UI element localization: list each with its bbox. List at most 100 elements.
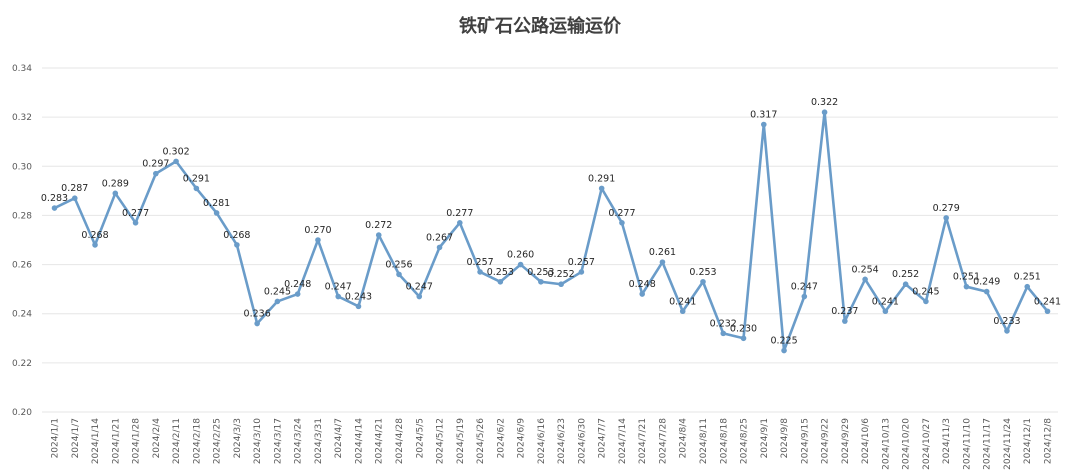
data-label: 0.256 (385, 259, 412, 270)
x-tick-label: 2024/10/27 (922, 418, 932, 470)
data-point (477, 269, 483, 275)
x-tick-label: 2024/6/9 (517, 418, 527, 459)
x-tick-label: 2024/1/14 (91, 418, 101, 464)
data-label: 0.247 (406, 282, 433, 293)
x-tick-label: 2024/1/1 (51, 418, 61, 458)
data-label: 0.277 (446, 208, 473, 219)
x-tick-label: 2024/2/11 (172, 418, 182, 464)
x-tick-label: 2024/9/15 (800, 418, 810, 464)
data-point (781, 347, 787, 354)
data-point (153, 170, 159, 177)
data-label: 0.257 (466, 257, 493, 268)
x-tick-label: 2024/11/24 (1003, 418, 1013, 470)
data-point (71, 195, 78, 202)
data-point (457, 220, 463, 226)
y-tick-label: 0.30 (12, 162, 32, 172)
y-axis-ticks: 0.20 0.22 0.24 0.26 0.28 0.30 0.32 0.34 (12, 64, 32, 418)
data-point (51, 205, 58, 211)
data-label: 0.267 (426, 232, 453, 243)
y-tick-label: 0.32 (12, 113, 32, 123)
data-label: 0.257 (568, 257, 595, 268)
x-tick-label: 2024/11/17 (983, 418, 993, 470)
data-point (943, 215, 949, 221)
data-point (274, 298, 281, 305)
x-axis-ticks: 2024/1/1 2024/1/7 2024/1/14 2024/1/21 2024/1… (51, 418, 1054, 470)
data-point (598, 185, 605, 192)
x-tick-label: 2024/3/3 (233, 418, 243, 458)
data-point (234, 242, 240, 248)
data-label: 0.297 (142, 159, 169, 170)
data-label: 0.247 (791, 282, 818, 293)
data-point (923, 298, 929, 305)
data-label: 0.241 (1034, 296, 1061, 307)
x-tick-label: 2024/5/12 (436, 418, 446, 464)
y-tick-label: 0.26 (12, 261, 32, 271)
data-label: 0.252 (548, 269, 575, 280)
data-label: 0.254 (852, 264, 879, 275)
data-point (740, 335, 747, 342)
data-label: 0.253 (689, 267, 716, 278)
data-point (254, 320, 260, 327)
data-label: 0.268 (223, 230, 250, 241)
x-tick-label: 2024/9/8 (780, 418, 790, 459)
data-label: 0.277 (608, 208, 635, 219)
data-label: 0.241 (669, 296, 696, 307)
data-label: 0.279 (933, 203, 960, 214)
data-label: 0.225 (770, 336, 797, 347)
x-tick-label: 2024/5/5 (415, 418, 425, 458)
x-tick-label: 2024/1/28 (132, 418, 142, 464)
data-point (821, 109, 828, 116)
y-tick-label: 0.28 (12, 211, 32, 221)
data-label: 0.252 (892, 269, 919, 280)
data-label: 0.249 (973, 277, 1000, 288)
series-line (53, 110, 1049, 352)
x-tick-label: 2024/7/7 (598, 418, 608, 458)
x-tick-label: 2024/7/28 (658, 418, 668, 464)
data-point (619, 220, 625, 226)
data-label: 0.302 (162, 146, 189, 157)
x-tick-label: 2024/12/8 (1044, 418, 1054, 464)
data-point (578, 269, 585, 275)
data-point (639, 291, 645, 297)
data-point (294, 291, 301, 297)
x-tick-label: 2024/2/18 (192, 418, 202, 464)
data-point (193, 185, 200, 192)
data-label: 0.270 (304, 225, 331, 236)
data-point (1044, 308, 1051, 315)
data-point (700, 278, 706, 285)
data-label: 0.241 (872, 296, 899, 307)
x-tick-label: 2024/6/2 (496, 418, 506, 458)
data-point (92, 242, 98, 248)
data-point (983, 288, 990, 295)
x-tick-label: 2024/3/17 (273, 418, 283, 464)
x-tick-label: 2024/3/24 (294, 418, 304, 464)
data-label: 0.247 (325, 282, 352, 293)
data-point (882, 308, 889, 315)
data-label: 0.253 (527, 267, 554, 278)
data-point (396, 271, 402, 278)
data-point (335, 293, 342, 300)
data-label: 0.236 (244, 309, 271, 320)
data-label: 0.243 (345, 291, 372, 302)
data-label: 0.233 (993, 316, 1020, 327)
x-tick-label: 2024/3/10 (253, 418, 263, 464)
x-tick-label: 2024/10/20 (902, 418, 912, 470)
data-label: 0.289 (102, 178, 129, 189)
data-label: 0.232 (710, 318, 737, 329)
data-point (760, 121, 767, 128)
data-point (517, 261, 524, 268)
data-point (963, 283, 970, 290)
data-point (173, 158, 179, 165)
data-point (355, 303, 362, 310)
data-label: 0.287 (61, 183, 88, 194)
x-tick-label: 2024/6/16 (537, 418, 547, 464)
data-label: 0.251 (953, 272, 980, 283)
data-label: 0.248 (629, 279, 656, 290)
y-tick-label: 0.20 (12, 408, 32, 418)
x-tick-label: 2024/2/4 (152, 418, 162, 459)
data-point (436, 244, 443, 251)
chart-title: 铁矿石公路运输运价 (459, 16, 621, 37)
data-label: 0.272 (365, 220, 392, 231)
